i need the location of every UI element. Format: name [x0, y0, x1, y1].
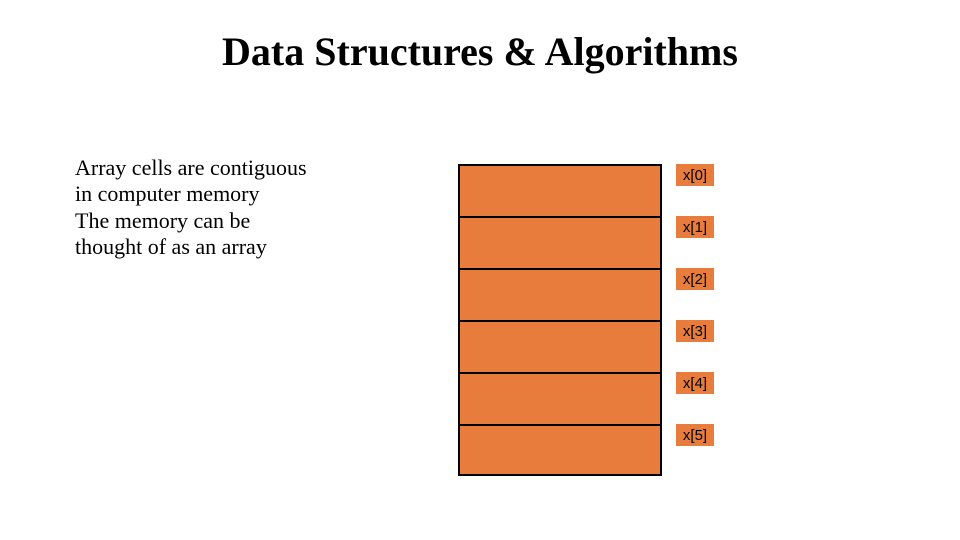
array-label: x[3]	[676, 320, 714, 342]
array-cell	[458, 268, 662, 320]
array-cell	[458, 216, 662, 268]
array-cell	[458, 320, 662, 372]
array-label: x[2]	[676, 268, 714, 290]
array-cell	[458, 372, 662, 424]
array-label: x[1]	[676, 216, 714, 238]
array-block	[458, 164, 662, 476]
page-title: Data Structures & Algorithms	[0, 28, 960, 75]
array-labels: x[0] x[1] x[2] x[3] x[4] x[5]	[676, 164, 714, 476]
array-label: x[0]	[676, 164, 714, 186]
array-cell	[458, 424, 662, 476]
array-cell	[458, 164, 662, 216]
array-label: x[5]	[676, 424, 714, 446]
body-text: Array cells are contiguous in computer m…	[75, 155, 307, 261]
array-label: x[4]	[676, 372, 714, 394]
